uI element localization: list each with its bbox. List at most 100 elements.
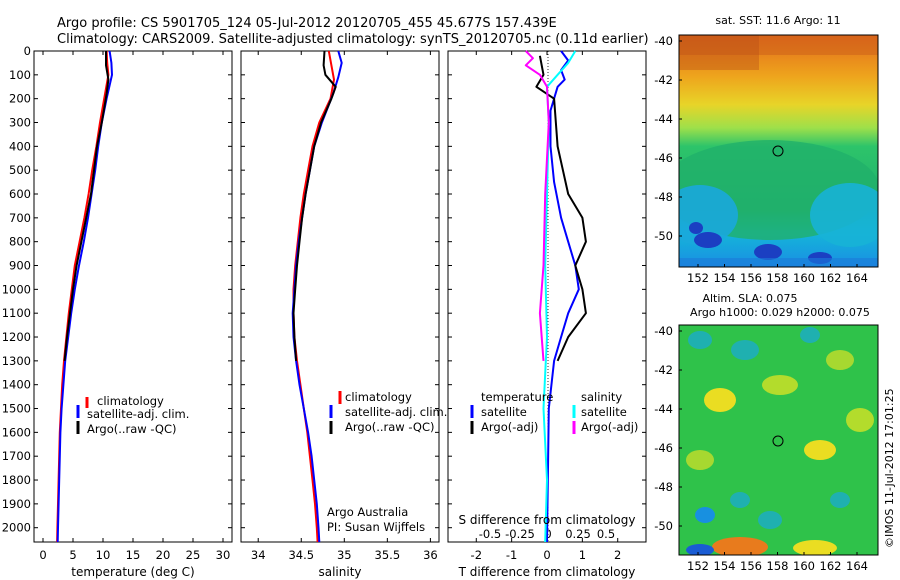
map-x-tick-label: 164 <box>846 271 868 285</box>
series-line-satellite-adj-clim- <box>56 50 113 543</box>
series-line-argo-raw-qc- <box>63 51 110 361</box>
y-tick-label: 1900 <box>2 497 31 511</box>
salinity-panel: 34 34.5 35 35.5 36 salinity climatology sate… <box>240 50 447 579</box>
sla-map-title-line2: Argo h1000: 0.029 h2000: 0.075 <box>690 306 870 319</box>
map-x-tick-label: 154 <box>714 559 736 573</box>
sla-map-panel: Altim. SLA: 0.075 Argo h1000: 0.029 h200… <box>654 292 879 573</box>
salinity-legend-climatology: climatology <box>345 390 412 404</box>
temperature-legend: climatology satellite-adj. clim. Argo(..… <box>76 394 189 436</box>
salinity-legend-argo: Argo(..raw -QC) <box>345 420 435 434</box>
y-tick-label: 1000 <box>2 282 31 296</box>
s-tick-label: -0.5 <box>479 527 501 541</box>
difference-y-ticks <box>448 50 646 529</box>
legend-temperature-header: temperature <box>481 390 553 404</box>
y-tick-label: 1800 <box>2 473 31 487</box>
map-y-tick-label: -50 <box>654 519 673 533</box>
map-x-tick-label: 154 <box>714 271 736 285</box>
x-tick-label: 36 <box>423 548 438 562</box>
temperature-legend-satellite: satellite-adj. clim. <box>87 407 189 421</box>
y-tick-label: 1300 <box>2 354 31 368</box>
y-tick-label: 200 <box>9 92 31 106</box>
sst-map-frame <box>678 34 879 268</box>
salinity-legend: climatology satellite-adj. clim. Argo(..… <box>329 390 447 434</box>
map-x-tick-label: 162 <box>820 559 842 573</box>
sst-x-ticks: 152 154 156 158 160 162 164 <box>687 264 868 285</box>
y-tick-label: 500 <box>9 163 31 177</box>
difference-panel: -2 -1 0 1 2 -0.5 -0.25 0 0.25 0.5 T difference f… <box>447 50 647 579</box>
x-tick-label: 34.5 <box>288 548 314 562</box>
s-tick-label: -0.25 <box>505 527 535 541</box>
sla-map-title-line1: Altim. SLA: 0.075 <box>702 292 797 305</box>
s-tick-label: 0.25 <box>565 527 591 541</box>
y-tick-label: 2000 <box>2 521 31 535</box>
salinity-legend-satellite: satellite-adj. clim. <box>345 405 447 419</box>
y-tick-label: 1100 <box>2 306 31 320</box>
x-tick-label: 2 <box>614 548 621 562</box>
legend-salinity-satellite: satellite <box>581 405 627 419</box>
map-y-tick-label: -40 <box>654 34 673 48</box>
x-tick-label: 30 <box>216 548 231 562</box>
legend-salinity-header: salinity <box>581 390 622 404</box>
temperature-legend-climatology: climatology <box>97 394 164 408</box>
x-tick-label: 1 <box>579 548 586 562</box>
difference-x-label: T difference from climatology <box>458 565 636 579</box>
series-line-argo-adj- <box>535 55 587 362</box>
salinity-y-ticks <box>241 50 439 529</box>
temperature-lines <box>56 50 113 543</box>
x-tick-label: 25 <box>186 548 201 562</box>
y-tick-label: 800 <box>9 235 31 249</box>
map-x-tick-label: 162 <box>820 271 842 285</box>
salinity-x-ticks: 34 34.5 35 35.5 36 <box>251 51 438 562</box>
y-tick-label: 1400 <box>2 378 31 392</box>
map-y-tick-label: -48 <box>654 480 673 494</box>
legend-temperature-argo: Argo(-adj) <box>481 420 538 434</box>
legend-temperature-satellite: satellite <box>481 405 527 419</box>
map-y-tick-label: -40 <box>654 324 673 338</box>
sla-x-ticks: 152 154 156 158 160 162 164 <box>687 552 868 573</box>
legend-salinity-argo: Argo(-adj) <box>581 420 638 434</box>
s-tick-label: 0.5 <box>597 527 615 541</box>
map-x-tick-label: 160 <box>793 559 815 573</box>
series-line-satellite-adj-clim- <box>291 50 343 543</box>
salinity-annotation-line1: Argo Australia <box>327 505 408 519</box>
map-y-tick-label: -44 <box>654 402 673 416</box>
y-tick-label: 1700 <box>2 449 31 463</box>
sla-argo-location-marker <box>772 435 784 447</box>
map-y-tick-label: -42 <box>654 73 673 87</box>
y-tick-label: 0 <box>24 44 31 58</box>
map-x-tick-label: 158 <box>767 559 789 573</box>
temperature-plot-frame <box>33 50 233 543</box>
salinity-plot-frame <box>240 50 440 543</box>
imos-timestamp: ©IMOS 11-Jul-2012 17:01:25 <box>883 388 896 548</box>
x-tick-label: 34 <box>251 548 266 562</box>
map-x-tick-label: 156 <box>740 271 762 285</box>
x-tick-label: 10 <box>96 548 111 562</box>
map-x-tick-label: 152 <box>687 559 709 573</box>
map-x-tick-label: 158 <box>767 271 789 285</box>
difference-lines <box>524 50 587 543</box>
sst-argo-location-marker <box>772 145 784 157</box>
map-y-tick-label: -46 <box>654 151 673 165</box>
x-tick-label: 0 <box>39 548 46 562</box>
y-tick-label: 1500 <box>2 402 31 416</box>
salinity-x-label: salinity <box>318 565 361 579</box>
map-y-tick-label: -46 <box>654 441 673 455</box>
y-tick-label: 700 <box>9 211 31 225</box>
temperature-legend-argo: Argo(..raw -QC) <box>87 422 177 436</box>
figure-title-line2: Climatology: CARS2009. Satellite-adjuste… <box>57 32 649 47</box>
depth-y-ticks: 0 100 200 300 400 500 600 700 800 900 1000 1100 1200… <box>2 44 232 535</box>
x-tick-label: 15 <box>126 548 141 562</box>
series-line-satellite <box>546 50 580 543</box>
y-tick-label: 900 <box>9 259 31 273</box>
series-line-salinity-argo-adj- <box>524 50 550 361</box>
temperature-x-ticks: 0 5 10 15 20 25 30 <box>39 51 230 562</box>
y-tick-label: 100 <box>9 68 31 82</box>
x-tick-label: 5 <box>69 548 76 562</box>
difference-top-label: S difference from climatology <box>459 513 636 527</box>
sst-map-panel: sat. SST: 11.6 Argo: 11 152 154 156 158 160 1… <box>654 14 879 285</box>
sst-map-title: sat. SST: 11.6 Argo: 11 <box>715 14 840 27</box>
map-y-tick-label: -44 <box>654 112 673 126</box>
map-y-tick-label: -48 <box>654 190 673 204</box>
x-tick-label: 20 <box>156 548 171 562</box>
